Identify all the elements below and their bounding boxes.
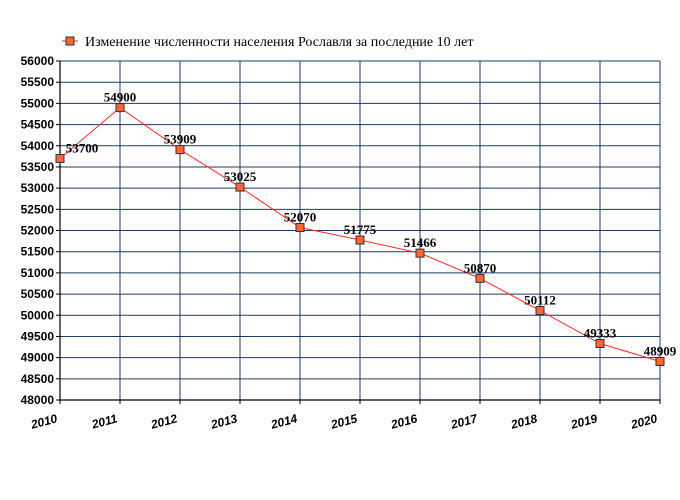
y-tick-label: 56000: [21, 54, 55, 68]
data-point: [655, 356, 665, 366]
data-labels: 53700 54900 53909 53025 52070 51775 51466 50870…: [66, 90, 677, 359]
legend-marker-swatch: [65, 36, 75, 46]
data-point: [55, 153, 65, 163]
data-label: 51466: [404, 235, 437, 250]
data-point: [415, 248, 425, 258]
x-tick-label: 2011: [89, 411, 119, 432]
y-tick-label: 53500: [21, 160, 55, 174]
data-label: 52070: [284, 210, 317, 225]
data-point: [475, 273, 485, 283]
x-tick-label: 2019: [568, 411, 599, 432]
gridlines: [59, 60, 661, 401]
x-tick-label: 2018: [508, 411, 539, 432]
x-tick-label: 2015: [328, 411, 359, 432]
data-point: [535, 306, 545, 316]
x-tick-labels: 2010 2011 2012 2013 2014 2015 2016 2017 2018 2019…: [28, 411, 659, 432]
x-tick-label: 2017: [448, 411, 480, 432]
data-label: 49333: [584, 326, 617, 341]
data-label: 50112: [524, 293, 556, 308]
data-label: 54900: [104, 90, 137, 105]
legend: Изменение численности населения Рославля…: [62, 35, 473, 50]
y-tick-label: 53000: [21, 181, 55, 195]
data-label: 48909: [644, 343, 677, 358]
data-label: 51775: [344, 222, 377, 237]
y-tick-label: 54500: [21, 118, 55, 132]
y-tick-labels: 48000 48500 49000 49500 50000 50500 51000 51500…: [21, 54, 55, 407]
y-tick-label: 48500: [21, 372, 55, 386]
data-point: [295, 223, 305, 233]
data-label: 53700: [66, 140, 99, 155]
data-points: [55, 103, 665, 366]
y-tick-label: 52000: [21, 224, 55, 238]
data-point: [175, 145, 185, 155]
y-tick-label: 52500: [21, 202, 55, 216]
y-tick-label: 54000: [21, 139, 55, 153]
x-tick-label: 2012: [148, 411, 179, 432]
y-tick-label: 49000: [21, 351, 55, 365]
x-tick-label: 2014: [268, 411, 299, 432]
legend-label: Изменение численности населения Рославля…: [85, 35, 473, 50]
y-tick-label: 50500: [21, 287, 55, 301]
axes: [56, 60, 661, 404]
y-tick-label: 55000: [21, 96, 55, 110]
data-point: [115, 103, 125, 113]
x-tick-label: 2016: [388, 411, 419, 432]
y-tick-label: 50000: [21, 308, 55, 322]
y-tick-label: 51500: [21, 245, 55, 259]
data-point: [355, 235, 365, 245]
y-tick-label: 55500: [21, 75, 55, 89]
data-label: 53909: [164, 132, 197, 147]
x-tick-label: 2010: [28, 411, 59, 432]
y-tick-label: 51000: [21, 266, 55, 280]
y-tick-label: 48000: [21, 393, 55, 407]
x-tick-label: 2013: [208, 411, 239, 432]
data-label: 50870: [464, 260, 497, 275]
x-tick-label: 2020: [628, 411, 659, 432]
data-label: 53025: [224, 169, 257, 184]
y-tick-label: 49500: [21, 329, 55, 343]
data-point: [235, 182, 245, 192]
data-point: [595, 339, 605, 349]
